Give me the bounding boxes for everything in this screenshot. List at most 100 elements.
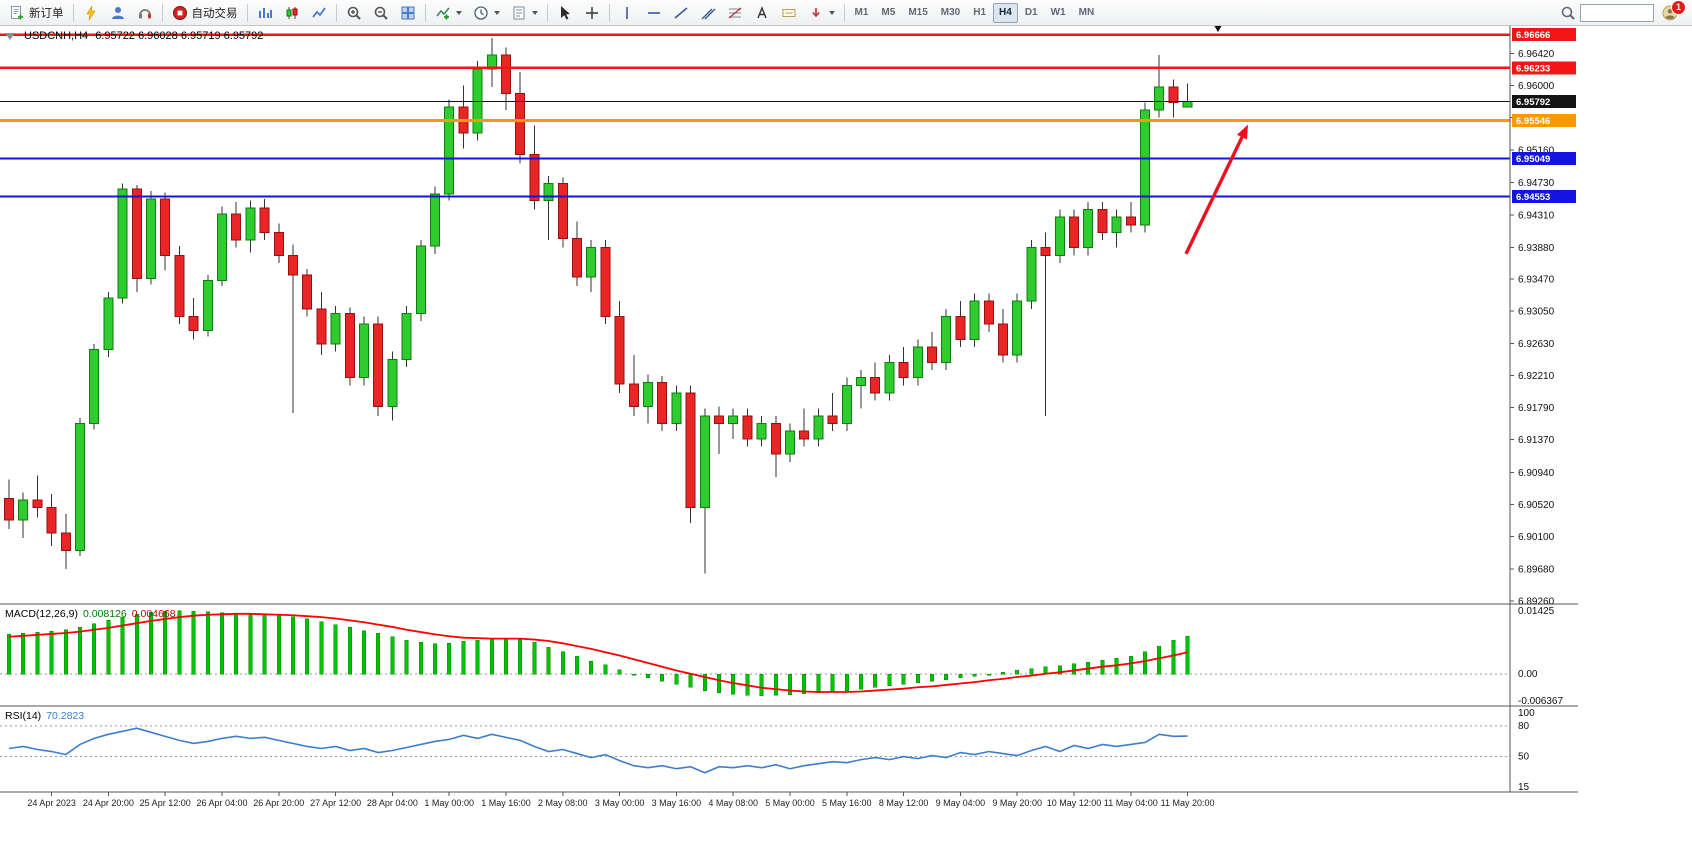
svg-text:6.95546: 6.95546 xyxy=(1516,116,1550,127)
svg-text:26 Apr 20:00: 26 Apr 20:00 xyxy=(253,798,304,808)
svg-text:6.93470: 6.93470 xyxy=(1518,275,1555,286)
toolbar-separator xyxy=(246,3,248,22)
chart-canvas[interactable]: 24 Apr 2023 24 Apr 20:00 25 Apr 12:00 26 Ap… xyxy=(0,26,1578,810)
algo-trading-label: 自动交易 xyxy=(191,7,238,20)
timeframe-m30-button[interactable]: M30 xyxy=(935,3,966,23)
svg-text:15: 15 xyxy=(1518,782,1530,793)
timeframe-h4-button[interactable]: H4 xyxy=(993,2,1018,23)
label-icon xyxy=(782,8,795,17)
svg-text:11 May 04:00: 11 May 04:00 xyxy=(1104,798,1158,808)
zoom-in-button[interactable] xyxy=(341,2,367,24)
fibonacci-tool-button[interactable] xyxy=(722,2,748,24)
user-account-button[interactable]: 1 xyxy=(1658,0,1685,24)
symbol-period-label: USDCNH,H4 xyxy=(24,30,89,42)
search-input[interactable] xyxy=(1580,3,1654,22)
svg-text:5 May 16:00: 5 May 16:00 xyxy=(822,798,872,808)
svg-text:6.95049: 6.95049 xyxy=(1516,154,1550,165)
timeframe-m1-button[interactable]: M1 xyxy=(849,3,875,23)
arrow-down-icon xyxy=(811,7,820,17)
trendline-tool-button[interactable] xyxy=(668,2,694,24)
timeframe-mn-button[interactable]: MN xyxy=(1073,3,1101,23)
svg-text:6.96000: 6.96000 xyxy=(1518,81,1555,92)
macd-main-value: 0.008126 xyxy=(82,608,127,620)
price-axis[interactable]: 6.964206.960006.955806.951606.947306.943… xyxy=(1509,26,1563,793)
svg-text:24 Apr 20:00: 24 Apr 20:00 xyxy=(83,798,134,808)
price-label-6.94553: 6.94553 xyxy=(1512,189,1576,203)
rsi-value: 70.2823 xyxy=(46,710,85,722)
time-axis[interactable]: 24 Apr 2023 24 Apr 20:00 25 Apr 12:00 26 Ap… xyxy=(27,792,1215,808)
periods-button[interactable] xyxy=(468,2,505,24)
toolbar-separator xyxy=(608,3,610,22)
dropdown-caret-icon xyxy=(455,10,462,15)
algo-trading-button[interactable]: 自动交易 xyxy=(167,2,243,24)
timeframe-w1-button[interactable]: W1 xyxy=(1045,3,1072,23)
svg-text:100: 100 xyxy=(1518,708,1535,719)
svg-text:6.92210: 6.92210 xyxy=(1518,371,1555,382)
svg-text:3 May 16:00: 3 May 16:00 xyxy=(652,798,702,808)
svg-text:4 May 08:00: 4 May 08:00 xyxy=(708,798,758,808)
tile-windows-button[interactable] xyxy=(395,2,421,24)
svg-text:6.94730: 6.94730 xyxy=(1518,178,1555,189)
svg-text:6.95792: 6.95792 xyxy=(1516,97,1550,108)
svg-text:9 May 20:00: 9 May 20:00 xyxy=(992,798,1042,808)
timeframe-m5-button[interactable]: M5 xyxy=(875,3,901,23)
svg-text:6.93880: 6.93880 xyxy=(1518,243,1555,254)
candles xyxy=(4,38,1193,574)
indicators-icon xyxy=(435,7,450,19)
horizontal-line-tool-button[interactable] xyxy=(641,2,667,24)
label-tool-button[interactable] xyxy=(776,2,802,24)
bars-chart-button[interactable] xyxy=(252,2,278,24)
svg-text:6.96420: 6.96420 xyxy=(1518,49,1555,60)
svg-text:27 Apr 12:00: 27 Apr 12:00 xyxy=(310,798,361,808)
price-label-6.95792: 6.95792 xyxy=(1512,95,1576,109)
notification-badge[interactable]: 1 xyxy=(1672,0,1685,14)
svg-text:6.90520: 6.90520 xyxy=(1518,500,1555,511)
svg-text:6.90100: 6.90100 xyxy=(1518,532,1555,543)
timeframe-m15-button[interactable]: M15 xyxy=(902,3,933,23)
rsi-name: RSI(14) xyxy=(5,710,42,722)
svg-text:6.96666: 6.96666 xyxy=(1516,30,1550,41)
arrows-tool-button[interactable] xyxy=(803,2,840,24)
community-button[interactable] xyxy=(78,2,104,24)
search-area: 1 xyxy=(1560,0,1688,24)
candles-chart-button[interactable] xyxy=(279,2,305,24)
price-label-6.95049: 6.95049 xyxy=(1512,151,1576,165)
macd-name: MACD(12,26,9) xyxy=(5,608,78,620)
lightning-icon xyxy=(85,5,96,20)
svg-text:28 Apr 04:00: 28 Apr 04:00 xyxy=(367,798,418,808)
support-button[interactable] xyxy=(132,2,158,24)
text-icon xyxy=(756,5,767,18)
svg-text:6.89680: 6.89680 xyxy=(1518,564,1555,575)
timeframe-d1-button[interactable]: D1 xyxy=(1019,3,1044,23)
clock-icon xyxy=(473,5,488,20)
cursor-button[interactable] xyxy=(552,2,578,24)
crosshair-button[interactable] xyxy=(579,2,605,24)
svg-text:6.91790: 6.91790 xyxy=(1518,403,1555,414)
svg-text:24 Apr 2023: 24 Apr 2023 xyxy=(27,798,76,808)
channel-tool-button[interactable] xyxy=(695,2,721,24)
cursor-icon xyxy=(560,5,570,20)
svg-text:26 Apr 04:00: 26 Apr 04:00 xyxy=(196,798,247,808)
svg-text:2 May 08:00: 2 May 08:00 xyxy=(538,798,588,808)
svg-text:10 May 12:00: 10 May 12:00 xyxy=(1047,798,1102,808)
headset-icon xyxy=(138,8,151,18)
search-icon[interactable] xyxy=(1560,5,1576,21)
dropdown-caret-icon xyxy=(531,10,538,15)
new-order-label: 新订单 xyxy=(29,7,64,20)
zoom-out-button[interactable] xyxy=(368,2,394,24)
svg-text:80: 80 xyxy=(1518,721,1530,732)
text-tool-button[interactable] xyxy=(749,2,775,24)
vertical-line-tool-button[interactable] xyxy=(614,2,640,24)
crosshair-icon xyxy=(585,6,598,19)
line-chart-button[interactable] xyxy=(306,2,332,24)
trend-arrow-annotation[interactable] xyxy=(1184,124,1248,255)
peak-marker[interactable] xyxy=(1214,26,1222,33)
template-icon xyxy=(513,6,524,19)
templates-button[interactable] xyxy=(506,2,543,24)
profile-button[interactable] xyxy=(105,2,131,24)
new-order-button[interactable]: 新订单 xyxy=(4,2,69,24)
one-click-trading-toggle[interactable] xyxy=(5,32,15,40)
timeframe-h1-button[interactable]: H1 xyxy=(967,3,992,23)
indicators-button[interactable] xyxy=(430,2,467,24)
price-label-6.96666: 6.96666 xyxy=(1512,28,1576,42)
